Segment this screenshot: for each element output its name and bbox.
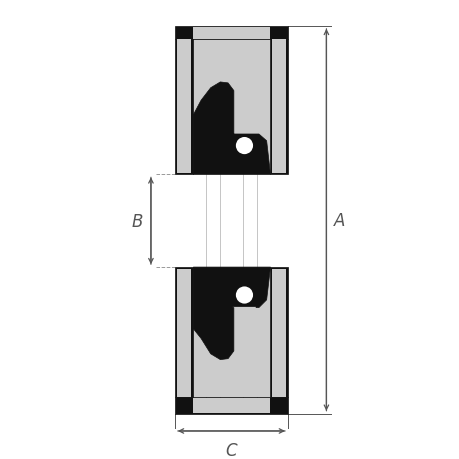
Polygon shape xyxy=(272,40,285,173)
Polygon shape xyxy=(177,40,191,173)
Polygon shape xyxy=(175,397,287,414)
Polygon shape xyxy=(272,269,285,397)
Polygon shape xyxy=(177,269,191,397)
Polygon shape xyxy=(193,28,270,39)
Polygon shape xyxy=(193,83,270,175)
Polygon shape xyxy=(193,398,270,413)
Polygon shape xyxy=(175,27,287,40)
Polygon shape xyxy=(270,268,287,397)
Polygon shape xyxy=(270,40,287,175)
Text: C: C xyxy=(225,441,237,459)
Text: B: B xyxy=(132,213,143,230)
Circle shape xyxy=(234,137,253,156)
Polygon shape xyxy=(175,268,193,397)
Text: A: A xyxy=(333,211,345,230)
Polygon shape xyxy=(193,40,270,170)
Polygon shape xyxy=(175,40,193,175)
Polygon shape xyxy=(193,272,270,397)
Circle shape xyxy=(234,286,253,305)
Polygon shape xyxy=(193,268,270,360)
